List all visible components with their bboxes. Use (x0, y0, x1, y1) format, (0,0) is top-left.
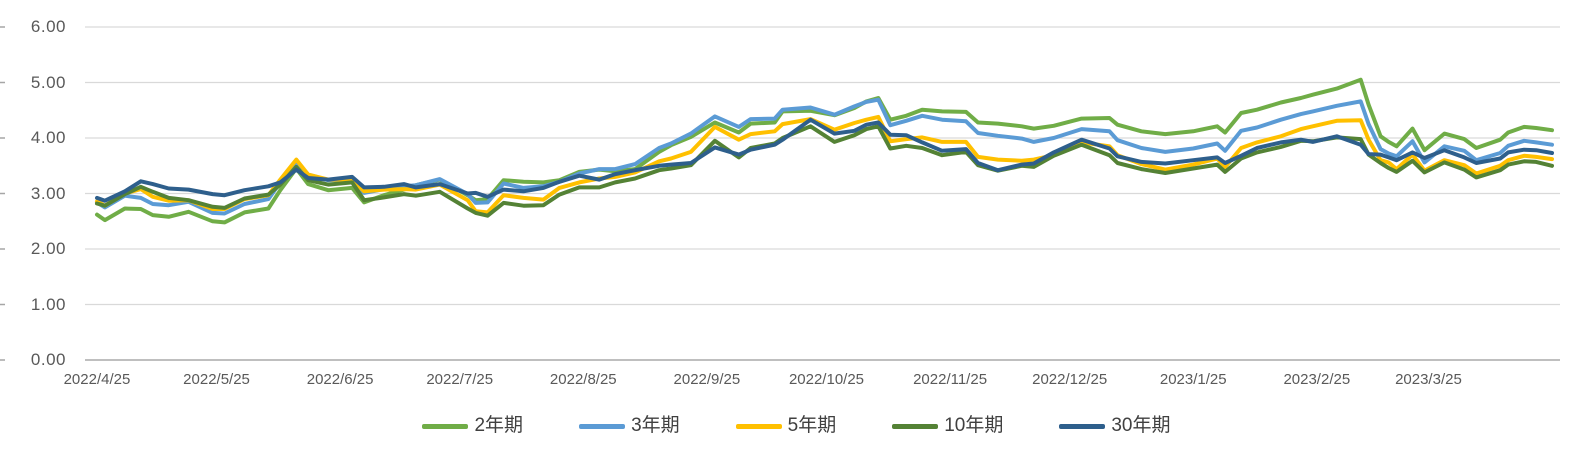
y-tick-label: 1.00 (30, 294, 66, 314)
x-tick-label: 2022/4/25 (63, 371, 131, 388)
legend-swatch-icon (1059, 423, 1106, 429)
x-tick-label: 2022/7/25 (426, 371, 494, 388)
series-line-10年期 (95, 124, 1554, 218)
legend-swatch-icon (579, 423, 626, 429)
y-tick-label: 3.00 (30, 183, 66, 203)
legend-swatch-icon (422, 423, 469, 429)
x-tick-label: 2022/9/25 (673, 371, 741, 388)
legend-item-3年期: 3年期 (579, 414, 680, 438)
chart-legend: 2年期 3年期 5年期 10年期 30年期 (0, 408, 1593, 444)
x-tick-label: 2022/12/25 (1032, 371, 1108, 388)
y-tick-label: 6.00 (30, 17, 66, 36)
series-line-2年期 (95, 77, 1554, 225)
x-tick-label: 2023/2/25 (1283, 371, 1351, 388)
series-line-5年期 (95, 114, 1554, 215)
legend-label: 3年期 (631, 415, 680, 436)
x-tick-label: 2022/11/25 (913, 371, 988, 388)
y-tick-label: 5.00 (30, 72, 66, 92)
y-tick-label: 4.00 (30, 128, 66, 147)
x-tick-label: 2023/3/25 (1395, 371, 1462, 388)
x-tick-label: 2022/5/25 (183, 371, 250, 388)
legend-label: 5年期 (787, 415, 837, 436)
legend-swatch-icon (735, 423, 782, 429)
x-tick-label: 2022/8/25 (549, 371, 617, 388)
legend-label: 2年期 (474, 415, 524, 436)
legend-item-5年期: 5年期 (735, 414, 837, 438)
x-tick-label: 2022/6/25 (306, 371, 374, 388)
legend-item-30年期: 30年期 (1059, 414, 1171, 438)
x-tick-label: 2023/1/25 (1159, 371, 1227, 388)
x-tick-label: 2022/10/25 (788, 371, 865, 388)
series-line-3年期 (95, 97, 1554, 216)
series-line-30年期 (95, 117, 1554, 203)
y-tick-label: 0.00 (30, 350, 66, 369)
y-tick-label: 2.00 (30, 239, 66, 258)
legend-item-2年期: 2年期 (422, 414, 523, 438)
legend-label: 30年期 (1111, 415, 1171, 436)
legend-label: 10年期 (944, 415, 1004, 436)
legend-swatch-icon (892, 423, 939, 429)
legend-item-10年期: 10年期 (892, 414, 1003, 438)
